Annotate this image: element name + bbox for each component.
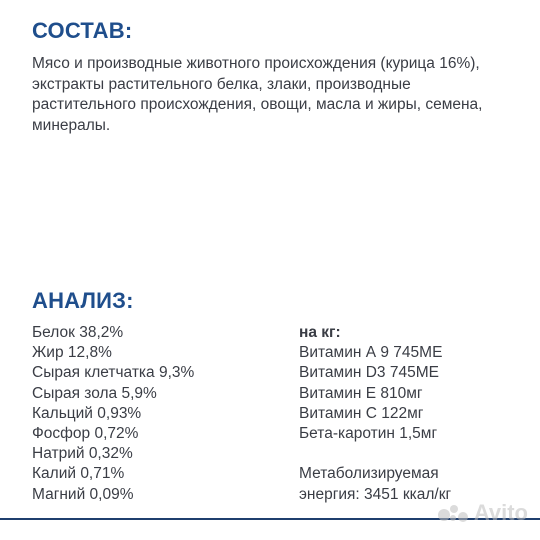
nutrient-item: Жир 12,8% bbox=[32, 344, 112, 362]
avito-watermark: Avito bbox=[436, 500, 528, 526]
nutrient-item: Фосфор 0,72% bbox=[32, 425, 139, 443]
bottom-divider bbox=[0, 518, 540, 520]
nutrient-item: Сырая зола 5,9% bbox=[32, 384, 157, 402]
analysis-nutrients-list: Белок 38,2% Жир 12,8% Сырая клетчатка 9,… bbox=[32, 323, 282, 505]
vitamin-item: Витамин D3 745МЕ bbox=[299, 364, 439, 382]
vitamin-item: Витамин А 9 745МЕ bbox=[299, 344, 443, 362]
analysis-per-kg-list: на кг: Витамин А 9 745МЕ Витамин D3 745М… bbox=[299, 323, 529, 505]
vitamin-item: Витамин С 122мг bbox=[299, 404, 424, 422]
nutrient-item: Магний 0,09% bbox=[32, 485, 134, 503]
composition-heading: СОСТАВ: bbox=[32, 18, 133, 43]
nutrient-item: Кальций 0,93% bbox=[32, 404, 142, 422]
avito-logo-icon bbox=[436, 503, 470, 523]
spacer bbox=[299, 444, 529, 464]
nutrient-item: Белок 38,2% bbox=[32, 324, 124, 341]
analysis-heading: АНАЛИЗ: bbox=[32, 288, 134, 313]
energy-value: энергия: 3451 ккал/кг bbox=[299, 485, 452, 503]
energy-label: Метаболизируемая bbox=[299, 465, 439, 483]
composition-text: Мясо и производные животного происхожден… bbox=[32, 55, 483, 134]
nutrient-item: Сырая клетчатка 9,3% bbox=[32, 364, 195, 382]
vitamin-item: Витамин Е 810мг bbox=[299, 384, 423, 402]
watermark-text: Avito bbox=[473, 500, 528, 525]
vitamin-item: Бета-каротин 1,5мг bbox=[299, 425, 438, 443]
nutrient-item: Калий 0,71% bbox=[32, 465, 125, 483]
nutrient-item: Натрий 0,32% bbox=[32, 445, 133, 463]
per-kg-header: на кг: bbox=[299, 324, 341, 341]
